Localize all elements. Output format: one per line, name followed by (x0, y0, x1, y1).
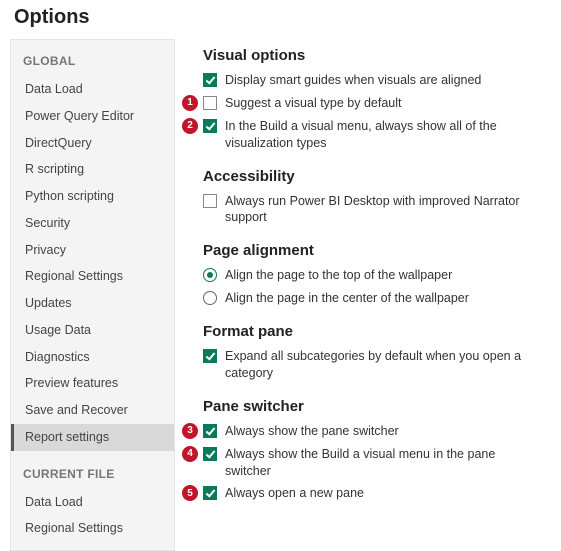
group-title: Page alignment (203, 242, 543, 259)
option-label: Always show the Build a visual menu in t… (225, 446, 543, 480)
sidebar-item[interactable]: Save and Recover (11, 397, 174, 424)
option-label: Align the page in the center of the wall… (225, 290, 469, 307)
checkbox-control[interactable] (203, 486, 217, 500)
checkbox-control[interactable] (203, 424, 217, 438)
sidebar-item[interactable]: Updates (11, 290, 174, 317)
option-label: Always show the pane switcher (225, 423, 399, 440)
callout-badge: 5 (182, 485, 198, 501)
group-title: Pane switcher (203, 398, 543, 415)
sidebar-item[interactable]: Data Load (11, 76, 174, 103)
group-title: Visual options (203, 47, 543, 64)
sidebar-item[interactable]: Report settings (11, 424, 174, 451)
sidebar-item[interactable]: Diagnostics (11, 344, 174, 371)
sidebar-item[interactable]: Security (11, 210, 174, 237)
sidebar-item[interactable]: Preview features (11, 370, 174, 397)
checkbox-control[interactable] (203, 73, 217, 87)
sidebar-item[interactable]: Usage Data (11, 317, 174, 344)
option-label: Display smart guides when visuals are al… (225, 72, 481, 89)
sidebar-section-header: GLOBAL (11, 48, 174, 76)
sidebar-item[interactable]: DirectQuery (11, 130, 174, 157)
option-row: 2In the Build a visual menu, always show… (203, 118, 543, 152)
options-layout: GLOBALData LoadPower Query EditorDirectQ… (0, 39, 561, 551)
option-label: Always open a new pane (225, 485, 364, 502)
group-title: Accessibility (203, 168, 543, 185)
sidebar-item[interactable]: Data Load (11, 489, 174, 516)
checkbox-control[interactable] (203, 96, 217, 110)
checkbox-control[interactable] (203, 447, 217, 461)
radio-control[interactable] (203, 268, 217, 282)
callout-badge: 4 (182, 446, 198, 462)
option-row: 3Always show the pane switcher (203, 423, 543, 440)
sidebar-item[interactable]: Power Query Editor (11, 103, 174, 130)
option-label: Expand all subcategories by default when… (225, 348, 543, 382)
sidebar-item[interactable]: R scripting (11, 156, 174, 183)
option-row: 4Always show the Build a visual menu in … (203, 446, 543, 480)
option-label: In the Build a visual menu, always show … (225, 118, 543, 152)
sidebar-item[interactable]: Privacy (11, 237, 174, 264)
option-label: Suggest a visual type by default (225, 95, 402, 112)
callout-badge: 3 (182, 423, 198, 439)
group-title: Format pane (203, 323, 543, 340)
option-row: Align the page in the center of the wall… (203, 290, 543, 307)
sidebar: GLOBALData LoadPower Query EditorDirectQ… (10, 39, 175, 551)
content-panel: Visual options Display smart guides when … (175, 39, 551, 551)
option-row: 1Suggest a visual type by default (203, 95, 543, 112)
checkbox-control[interactable] (203, 349, 217, 363)
callout-badge: 1 (182, 95, 198, 111)
option-row: 5Always open a new pane (203, 485, 543, 502)
sidebar-section-header: CURRENT FILE (11, 461, 174, 489)
callout-badge: 2 (182, 118, 198, 134)
checkbox-control[interactable] (203, 194, 217, 208)
radio-control[interactable] (203, 291, 217, 305)
option-row: Display smart guides when visuals are al… (203, 72, 543, 89)
option-label: Align the page to the top of the wallpap… (225, 267, 452, 284)
option-row: Align the page to the top of the wallpap… (203, 267, 543, 284)
checkbox-control[interactable] (203, 119, 217, 133)
sidebar-item[interactable]: Regional Settings (11, 263, 174, 290)
dialog-title: Options (0, 0, 561, 39)
sidebar-item[interactable]: Regional Settings (11, 515, 174, 542)
sidebar-item[interactable]: Python scripting (11, 183, 174, 210)
option-row: Always run Power BI Desktop with improve… (203, 193, 543, 227)
option-row: Expand all subcategories by default when… (203, 348, 543, 382)
option-label: Always run Power BI Desktop with improve… (225, 193, 543, 227)
